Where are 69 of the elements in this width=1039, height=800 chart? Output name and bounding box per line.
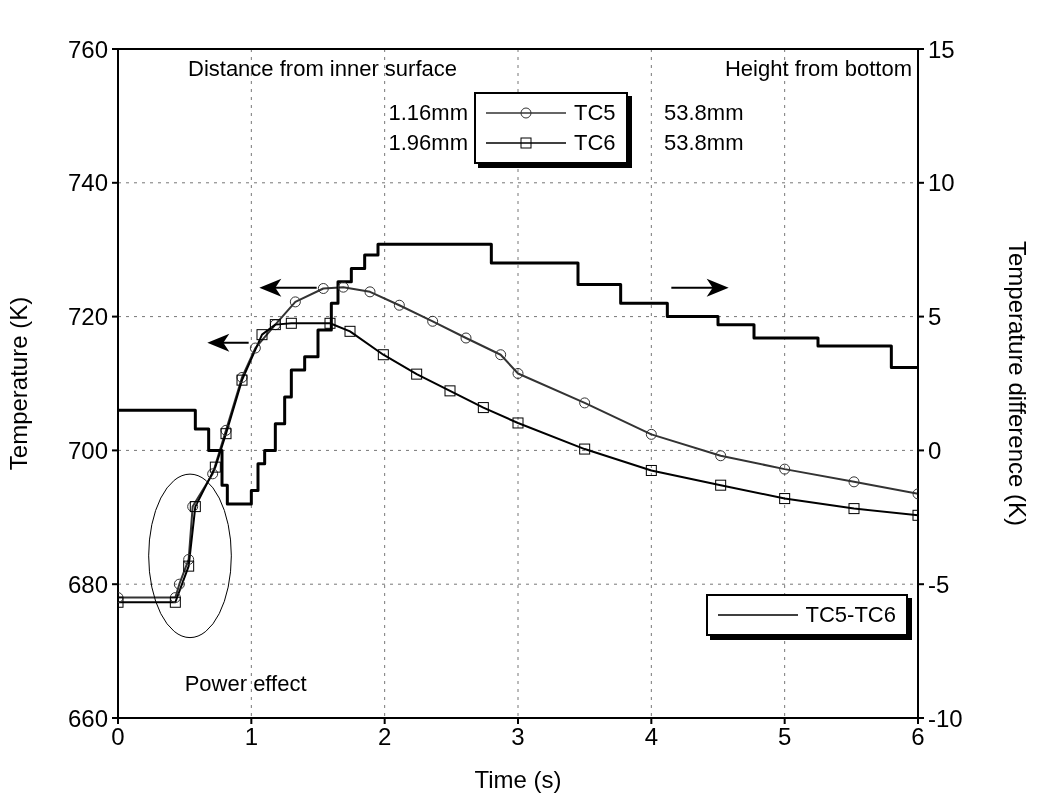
y-tick-label: 720	[67, 303, 108, 331]
annotation: 1.96mm	[388, 129, 468, 156]
annotation: Height from bottom	[724, 56, 912, 82]
annotation: Power effect	[184, 671, 307, 698]
point	[337, 281, 349, 293]
x-tick-label: 6	[911, 723, 925, 751]
point	[249, 342, 261, 354]
point	[579, 397, 591, 409]
annotation: Distance from inner surface	[188, 56, 457, 82]
y2-tick-label: 5	[928, 303, 942, 331]
x-tick-label: 4	[644, 723, 659, 751]
legend-label: TC6	[574, 129, 616, 156]
point	[377, 349, 389, 361]
point	[173, 578, 185, 590]
point	[183, 560, 195, 572]
point	[444, 385, 456, 397]
point	[183, 553, 195, 565]
point	[512, 417, 524, 429]
y-tick-label: 660	[67, 704, 108, 732]
point	[207, 468, 219, 480]
point	[289, 296, 301, 308]
y2-axis-title: Temperature difference (K)	[1004, 240, 1032, 527]
point	[779, 493, 791, 505]
point	[364, 286, 376, 298]
point	[285, 317, 297, 329]
point	[460, 332, 472, 344]
point	[169, 596, 181, 608]
x-tick-label: 3	[511, 723, 525, 751]
point	[715, 479, 727, 491]
y-tick-label: 700	[67, 436, 108, 464]
annotation: 53.8mm	[664, 129, 744, 156]
x-tick-label: 1	[244, 723, 259, 751]
y2-tick-label: -5	[928, 570, 950, 598]
legend-label: TC5-TC6	[805, 602, 896, 629]
x-axis-title: Time (s)	[474, 766, 562, 793]
point	[169, 592, 181, 604]
y2-tick-label: 0	[928, 436, 942, 464]
point	[512, 367, 524, 379]
point	[477, 402, 489, 414]
point	[393, 299, 405, 311]
point	[317, 283, 329, 294]
y-tick-label: 680	[67, 570, 108, 598]
x-tick-label: 2	[377, 723, 392, 751]
point	[209, 461, 221, 473]
y2-tick-label: -10	[928, 704, 963, 732]
point	[645, 464, 657, 476]
point	[495, 349, 507, 361]
point	[579, 443, 591, 455]
y2-tick-label: 10	[928, 169, 955, 197]
annotation: 53.8mm	[664, 99, 744, 126]
point	[645, 428, 657, 440]
point	[715, 450, 727, 462]
point	[848, 476, 860, 488]
y-axis-title: Temperature (K)	[4, 296, 32, 471]
y-tick-label: 760	[67, 35, 108, 63]
legend-label: TC5	[574, 99, 616, 126]
point	[256, 329, 268, 341]
y-tick-label: 740	[67, 169, 108, 197]
point	[220, 428, 232, 440]
point	[848, 503, 860, 515]
point	[427, 315, 439, 327]
x-tick-label: 0	[111, 723, 125, 751]
point	[779, 463, 791, 475]
point	[324, 317, 336, 329]
x-tick-label: 5	[777, 723, 792, 751]
annotation: 1.16mm	[388, 99, 468, 126]
point	[411, 368, 423, 380]
y2-tick-label: 15	[928, 35, 955, 63]
point	[344, 325, 356, 337]
